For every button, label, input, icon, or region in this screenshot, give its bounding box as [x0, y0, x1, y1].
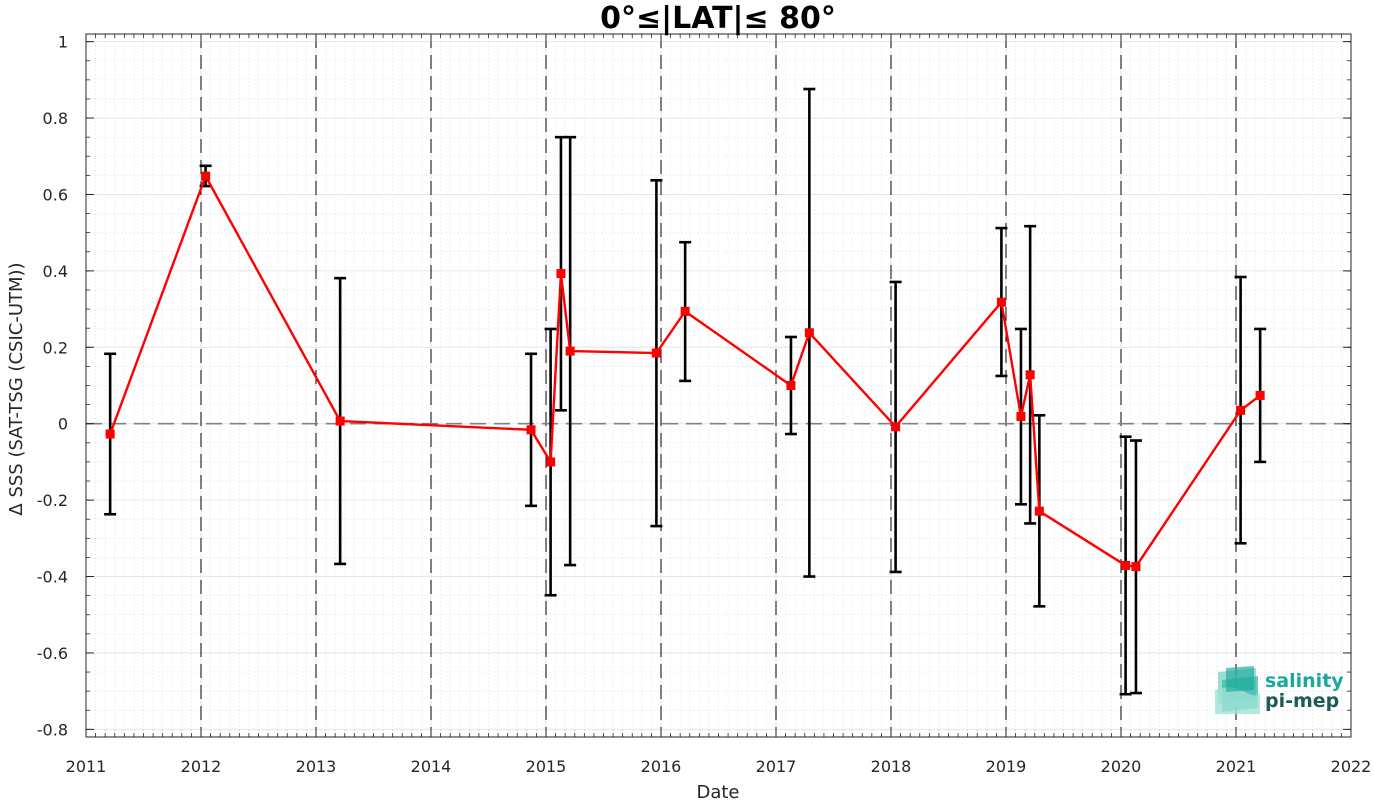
- year-separator-lines: [200, 34, 1237, 737]
- data-point: [1131, 562, 1141, 572]
- logo-text-pi-mep: pi-mep: [1265, 690, 1339, 712]
- x-tick-label: 2014: [411, 757, 452, 776]
- data-point: [1025, 370, 1035, 380]
- x-tick-label: 2018: [871, 757, 912, 776]
- y-tick-label: 0.8: [43, 109, 68, 128]
- data-point: [1236, 405, 1246, 415]
- data-point: [786, 381, 796, 390]
- logo-text-salinity: salinity: [1265, 670, 1344, 692]
- y-tick-labels: 1 0.8 0.6 0.4 0.2 0 -0.2 -0.4 -0.6 -0.8: [37, 33, 68, 740]
- y-tick-label: -0.6: [37, 644, 68, 663]
- x-tick-label: 2022: [1331, 757, 1372, 776]
- data-point: [891, 422, 901, 432]
- y-axis-label: Δ SSS (SAT-TSG (CSIC-UTM)): [6, 262, 27, 515]
- salinity-pi-mep-logo: salinity pi-mep: [1215, 666, 1344, 714]
- y-tick-label: -0.4: [37, 568, 68, 587]
- data-point: [201, 171, 211, 181]
- x-tick-label: 2016: [641, 757, 682, 776]
- data-point: [804, 328, 814, 338]
- y-tick-label: 0.4: [43, 262, 68, 281]
- data-point: [556, 269, 566, 279]
- x-axis-label: Date: [696, 782, 739, 801]
- data-point: [335, 416, 345, 426]
- data-point: [1034, 506, 1044, 516]
- y-tick-label: 0.2: [43, 338, 68, 357]
- data-point: [1255, 390, 1265, 400]
- axis-ticks: [85, 34, 1352, 737]
- x-tick-labels: 2011 2012 2013 2014 2015 2016 2017 2018 2019 2020…: [66, 757, 1372, 776]
- x-tick-label: 2013: [296, 757, 337, 776]
- x-tick-label: 2015: [526, 757, 567, 776]
- y-tick-label: 0: [58, 415, 68, 434]
- series-line: [109, 174, 1261, 568]
- x-tick-label: 2011: [66, 757, 107, 776]
- data-point: [996, 297, 1006, 307]
- data-point: [526, 425, 536, 435]
- minor-grid: [86, 34, 1351, 737]
- data-point: [105, 429, 115, 439]
- x-tick-label: 2012: [181, 757, 222, 776]
- series-line-group: [109, 174, 1261, 568]
- y-tick-label: 1: [58, 33, 68, 52]
- chart-title: 0°≤|LAT|≤ 80°: [600, 1, 836, 36]
- x-tick-label: 2020: [1101, 757, 1142, 776]
- error-bars: [104, 87, 1267, 696]
- y-tick-label: -0.2: [37, 491, 68, 510]
- data-point: [651, 348, 661, 358]
- data-point: [1016, 411, 1026, 421]
- data-point: [680, 306, 690, 316]
- data-point: [565, 346, 575, 356]
- x-tick-label: 2017: [756, 757, 797, 776]
- data-markers: [105, 171, 1265, 572]
- data-point: [1121, 560, 1131, 570]
- x-tick-label: 2019: [986, 757, 1027, 776]
- y-tick-label: -0.8: [37, 720, 68, 739]
- data-point: [546, 457, 556, 467]
- y-tick-label: 0.6: [43, 185, 68, 204]
- x-tick-label: 2021: [1216, 757, 1257, 776]
- logo-waves-icon: [1215, 666, 1260, 714]
